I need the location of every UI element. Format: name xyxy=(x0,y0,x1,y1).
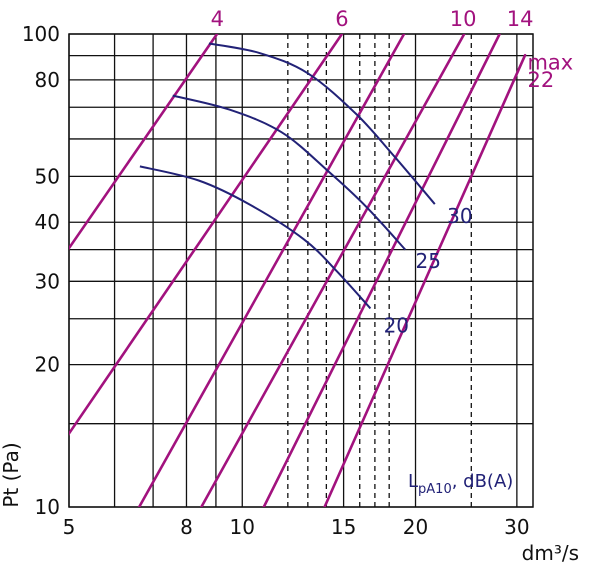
legend-base: L xyxy=(408,471,418,492)
sound-line-label: 10 xyxy=(450,7,477,31)
sound-line xyxy=(200,34,466,507)
fan-curve xyxy=(208,42,436,205)
y-tick-label: 10 xyxy=(35,495,60,519)
x-tick-label: 5 xyxy=(63,515,76,539)
x-tick-label: 10 xyxy=(230,515,255,539)
x-tick-label: 15 xyxy=(331,515,356,539)
legend-rest: , dB(A) xyxy=(452,471,514,492)
fan-curve xyxy=(172,94,407,251)
fan-curve-label: 25 xyxy=(416,249,441,273)
fan-curve-label: 20 xyxy=(384,313,409,337)
x-axis-label: dm³/s xyxy=(522,541,579,565)
fan-curves xyxy=(139,42,436,310)
sound-lines xyxy=(69,34,527,507)
sound-line-label: 4 xyxy=(211,7,224,31)
sound-line xyxy=(323,53,527,507)
y-tick-label: 40 xyxy=(35,210,60,234)
y-tick-labels: 10 20 30 40 50 80 100 xyxy=(22,22,60,519)
fan-curve xyxy=(139,165,372,310)
plot-frame xyxy=(68,33,534,508)
y-tick-label: 100 xyxy=(22,22,60,46)
sound-line-label: max xyxy=(527,51,573,75)
sound-line xyxy=(69,34,219,251)
y-tick-label: 80 xyxy=(35,68,60,92)
y-tick-label: 20 xyxy=(35,353,60,377)
fan-curve-label: 30 xyxy=(447,204,472,228)
legend-subscript: pA10 xyxy=(418,482,452,497)
x-tick-label: 20 xyxy=(403,515,428,539)
sound-line xyxy=(262,34,501,507)
y-tick-label: 50 xyxy=(35,164,60,188)
sound-line xyxy=(69,34,344,436)
sound-line-label: 14 xyxy=(507,7,534,31)
x-tick-label: 30 xyxy=(504,515,529,539)
x-tick-labels: 5 8 10 15 20 30 xyxy=(63,515,530,539)
sound-line-label: 22 xyxy=(527,68,554,92)
y-tick-label: 30 xyxy=(35,269,60,293)
sound-line xyxy=(137,34,406,507)
y-axis-label: Pt (Pa) xyxy=(0,442,23,507)
sound-line-label: 6 xyxy=(335,7,348,31)
legend-label: LpA10, dB(A) xyxy=(408,471,513,497)
x-tick-label: 8 xyxy=(180,515,193,539)
